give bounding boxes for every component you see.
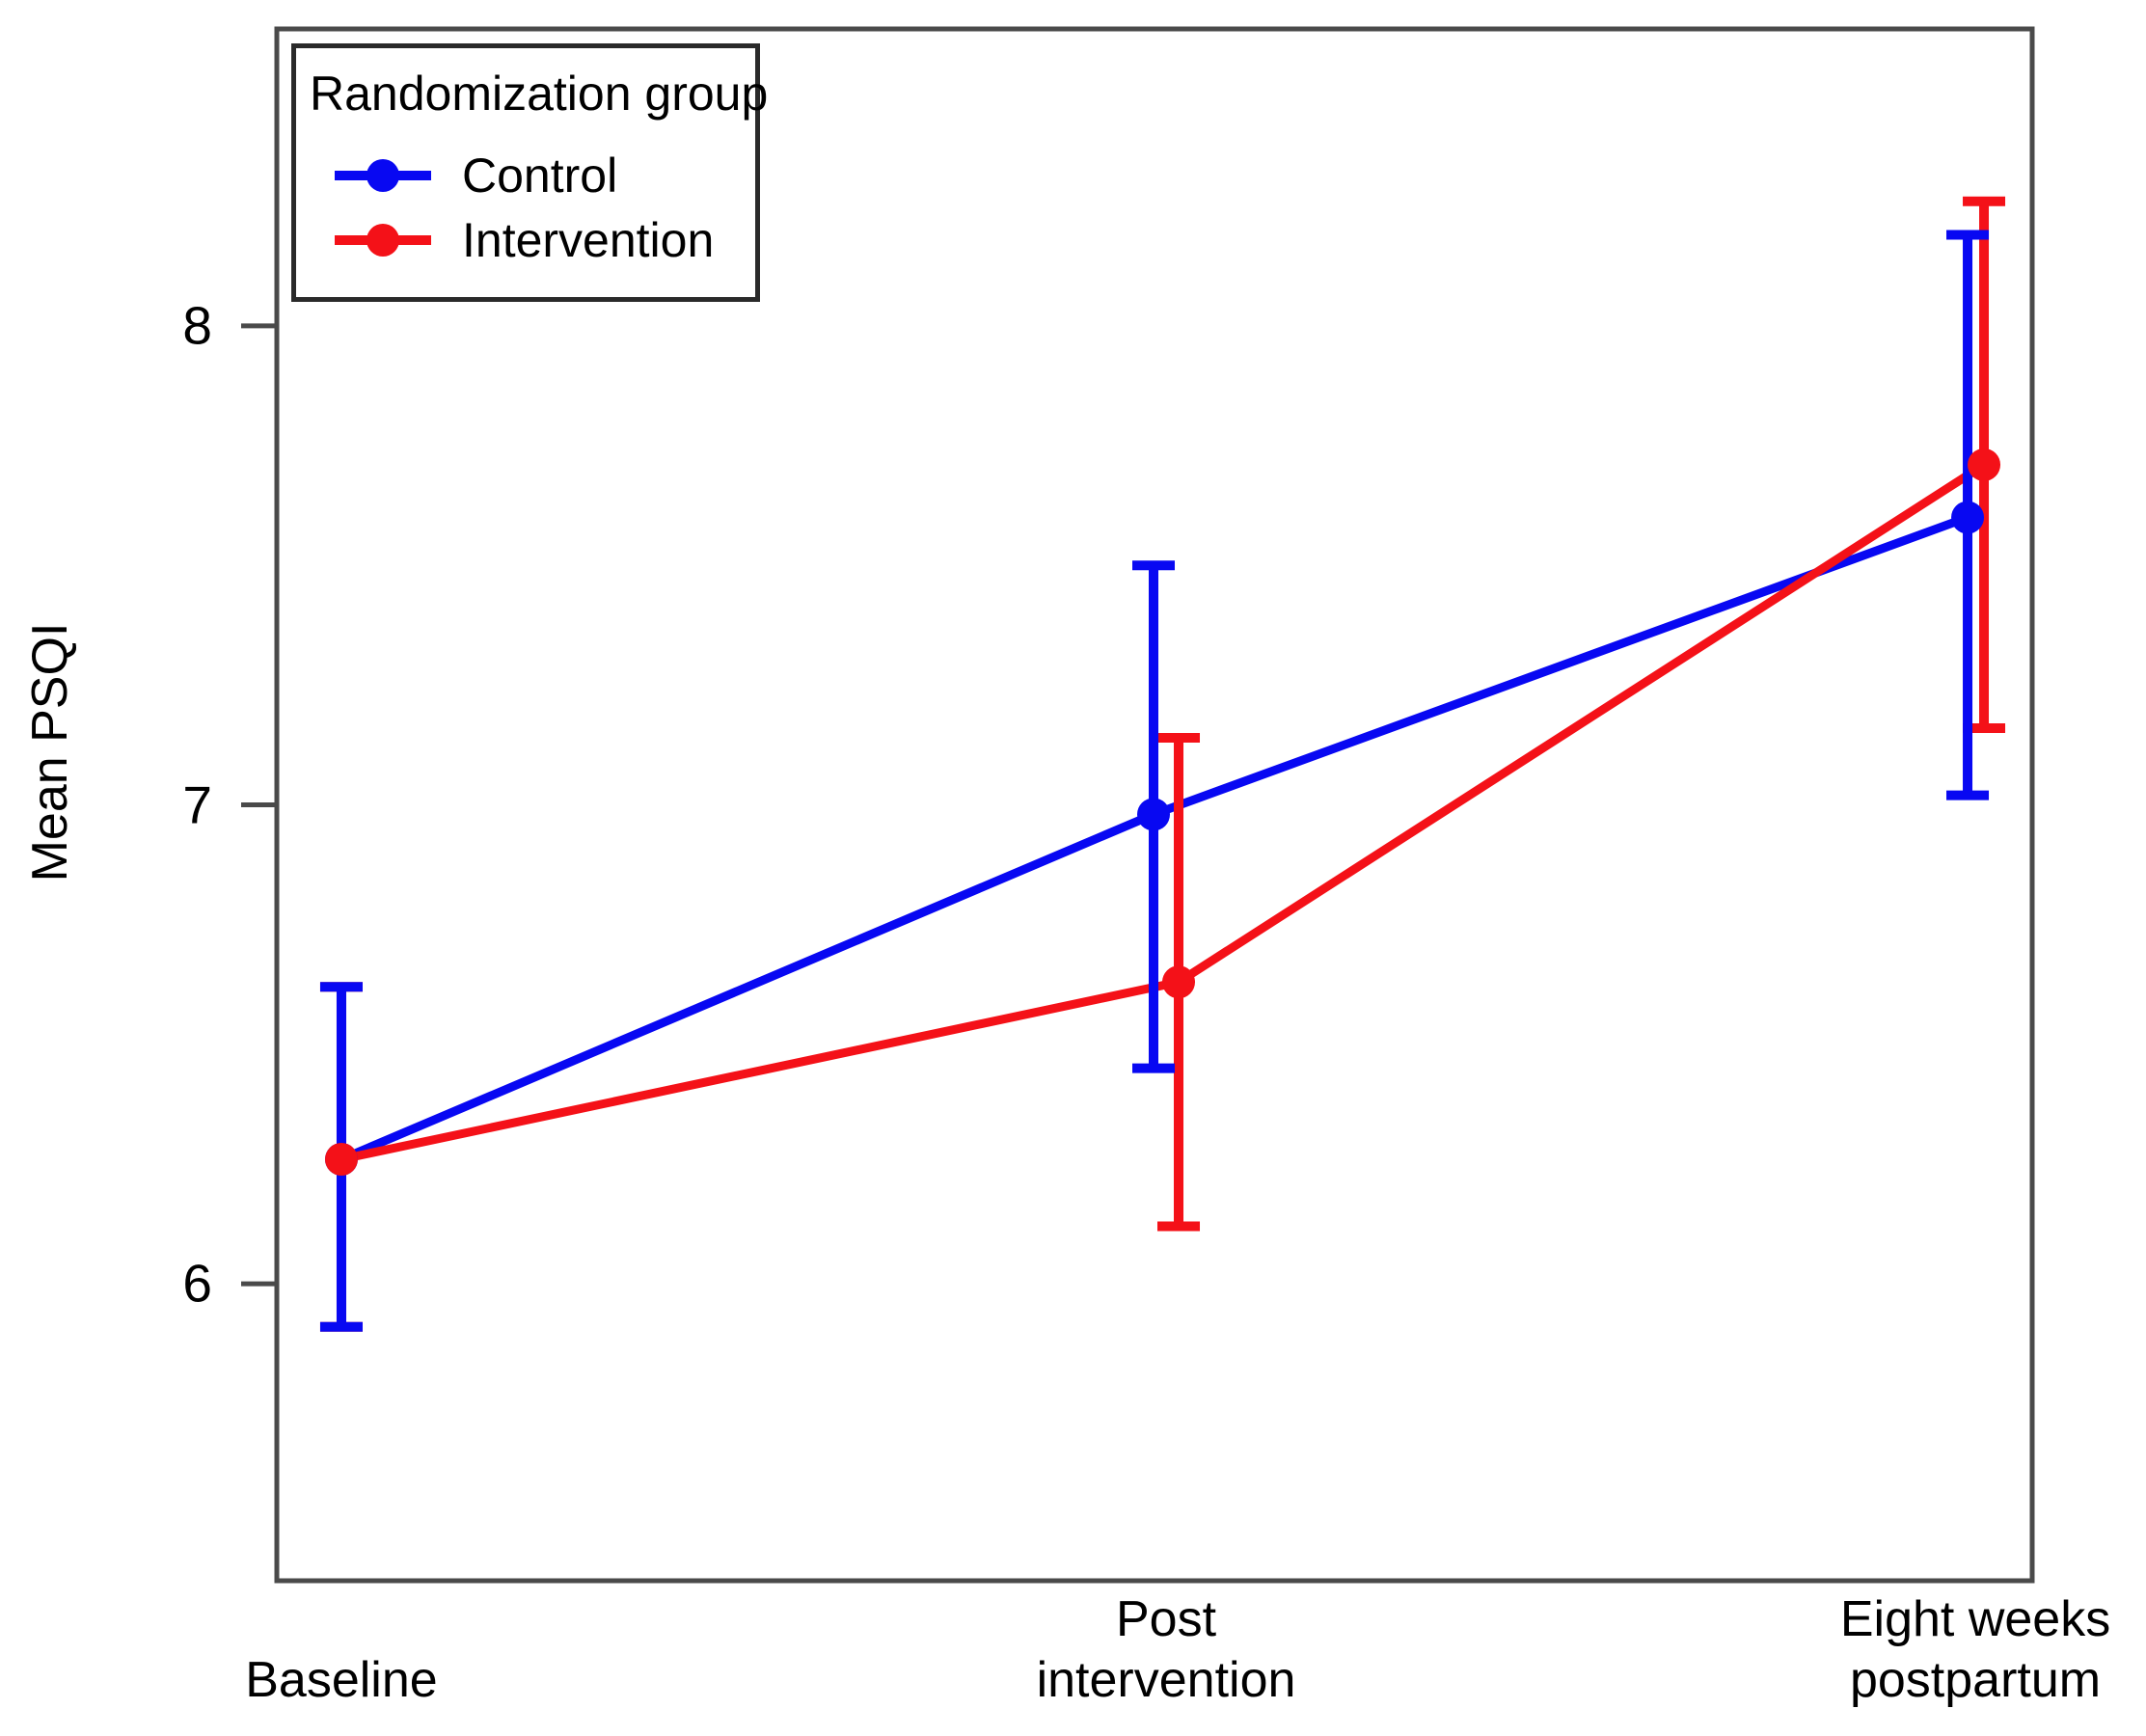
marker-control-2: [1951, 501, 1985, 534]
legend-entry-control: Control: [296, 145, 755, 206]
y-tick-label-6: 6: [182, 1253, 212, 1314]
errorbars-intervention: [319, 196, 2006, 1332]
legend: Randomization group Control Intervention: [291, 43, 768, 302]
x-tick-label-baseline: Baseline: [245, 1652, 438, 1708]
x-tick-label-post-intervention: Post intervention: [1036, 1591, 1296, 1708]
axis-frame: [241, 26, 2035, 1584]
errorbars-control: [319, 230, 1990, 1332]
legend-label-intervention: Intervention: [462, 213, 715, 267]
marker-control-1: [1137, 798, 1171, 831]
x-tick-label-eight-weeks-postpartum: Eight weeks postpartum: [1839, 1591, 2111, 1708]
y-tick-label-7: 7: [182, 774, 212, 834]
y-axis-title: Mean PSQI: [22, 622, 78, 882]
marker-intervention-0: [324, 1142, 358, 1176]
swatch-dot-icon: [367, 224, 399, 257]
legend-label-control: Control: [462, 149, 618, 203]
intervention-line-dot-swatch: [335, 209, 431, 271]
marker-intervention-1: [1162, 965, 1196, 999]
y-tick-label-8: 8: [182, 295, 212, 356]
marker-intervention-2: [1968, 448, 2001, 481]
control-line-dot-swatch: [335, 145, 431, 206]
markers-intervention: [324, 448, 2001, 1176]
legend-title: Randomization group: [310, 67, 769, 121]
swatch-dot-icon: [367, 159, 399, 192]
legend-entry-intervention: Intervention: [296, 209, 755, 271]
